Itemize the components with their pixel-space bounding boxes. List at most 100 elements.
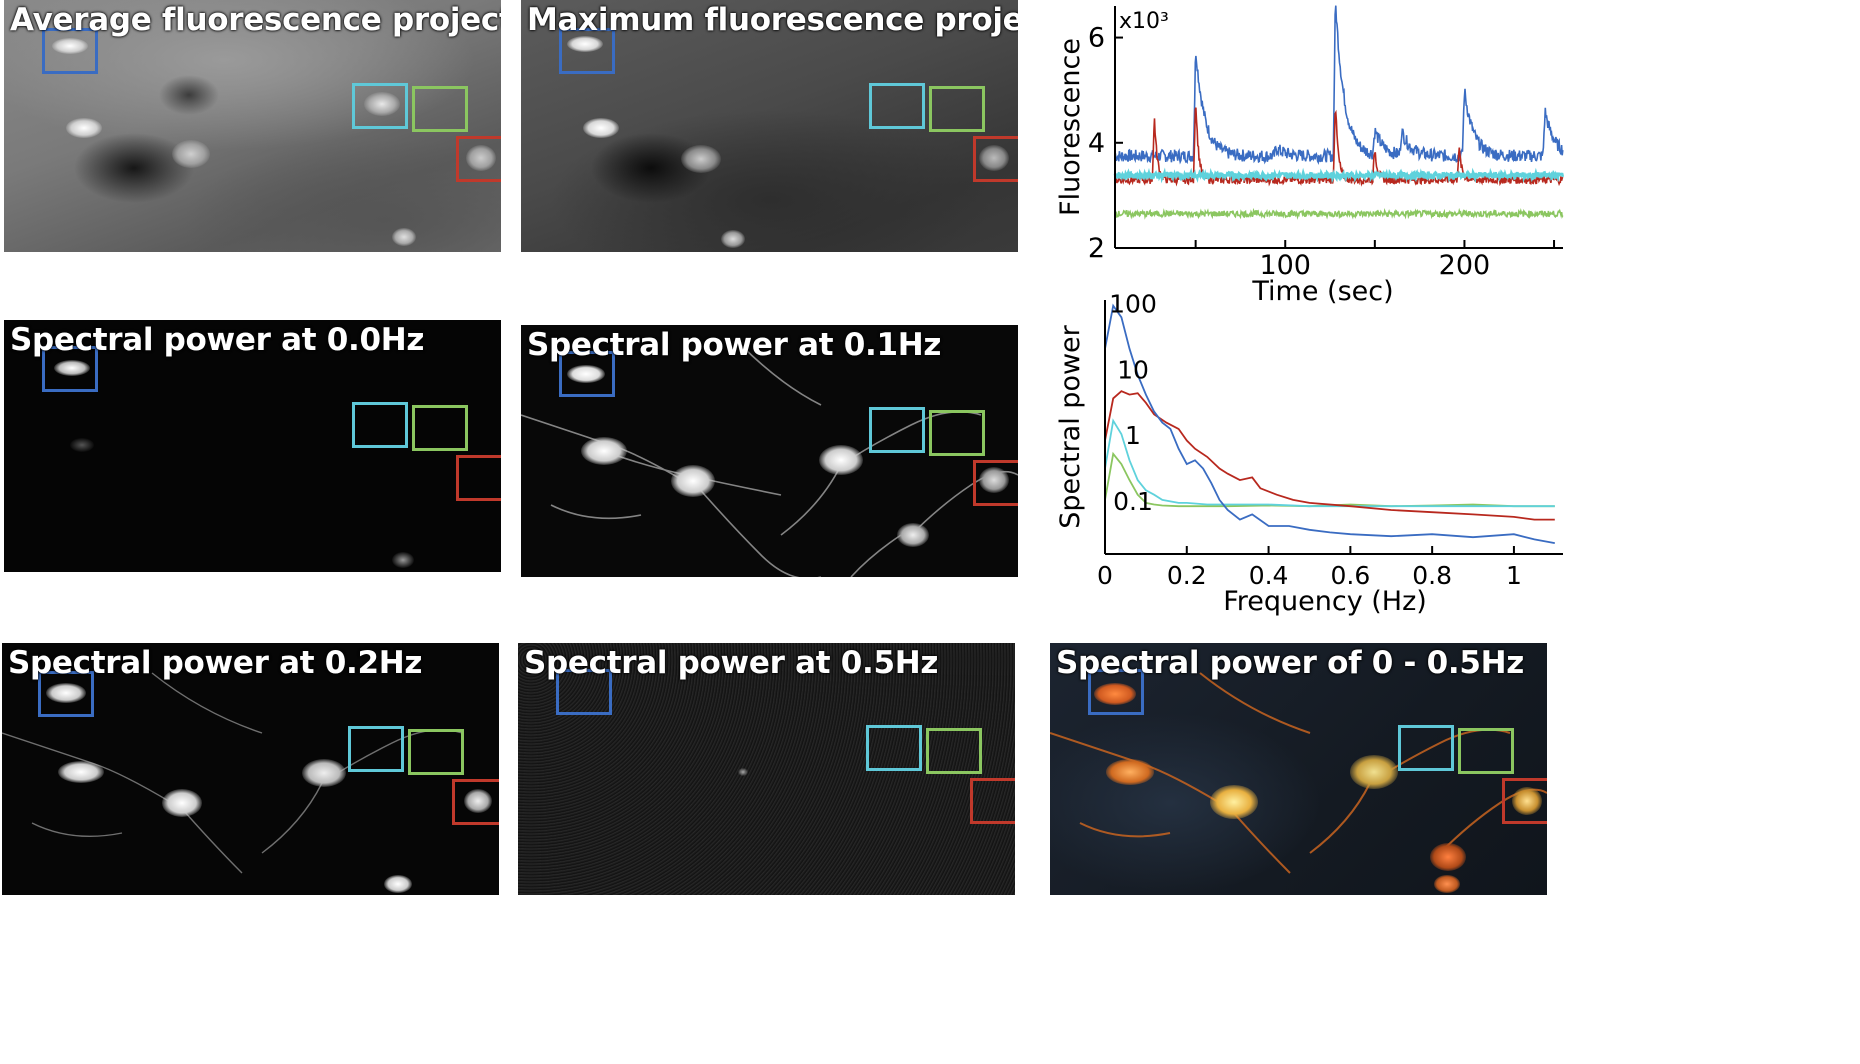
avg-projection-panel: Average fluorescence projection: [4, 0, 501, 252]
spectral-0-5hz-panel: Spectral power at 0.5Hz: [518, 643, 1015, 895]
x-axis-label: Time (sec): [1251, 276, 1393, 307]
roi-blue: [42, 346, 98, 392]
y-tick-label: 100: [1109, 292, 1157, 319]
panel-title: Spectral power at 0.2Hz: [8, 645, 423, 681]
roi-green: [1458, 728, 1514, 774]
cell-blob: [52, 38, 88, 54]
spectral-0-1hz-panel: Spectral power at 0.1Hz: [521, 325, 1018, 577]
x-tick-label: 100: [1259, 250, 1311, 281]
trace-blue: [1114, 5, 1564, 166]
panel-title: Maximum fluorescence projection: [527, 2, 1018, 38]
roi-green: [408, 729, 464, 775]
cell-blob: [721, 230, 745, 248]
spectral-0-2hz-panel: Spectral power at 0.2Hz: [2, 643, 499, 895]
max-projection-panel: Maximum fluorescence projection: [521, 0, 1018, 252]
x-tick-label: 0.2: [1167, 561, 1207, 590]
roi-cyan: [869, 83, 925, 129]
cell-blob: [384, 875, 412, 893]
panel-title: Spectral power at 0.0Hz: [10, 322, 425, 358]
cell-blob: [1512, 787, 1542, 815]
cell-blob: [583, 118, 619, 138]
y-tick-label: 2: [1088, 233, 1105, 264]
cell-blob: [1434, 875, 1460, 893]
cell-blob: [738, 768, 748, 776]
roi-cyan: [352, 402, 408, 448]
spectrum-cyan: [1104, 418, 1555, 508]
y-axis-label: Spectral power: [1055, 324, 1086, 528]
spectral-0-0-5hz-panel: Spectral power of 0 - 0.5Hz: [1050, 643, 1547, 895]
cell-blob: [54, 360, 90, 376]
x-tick-label: 0: [1097, 561, 1113, 590]
roi-blue: [559, 351, 615, 397]
roi-red: [1502, 778, 1547, 824]
roi-red: [456, 136, 501, 182]
cell-blob: [1094, 683, 1136, 705]
cell-blob: [392, 228, 416, 246]
cell-blob: [162, 789, 202, 817]
x-axis-label: Frequency (Hz): [1223, 586, 1427, 617]
roi-blue: [42, 28, 98, 74]
cell-blob: [979, 467, 1009, 493]
cell-blob: [1106, 759, 1154, 785]
roi-green: [412, 86, 468, 132]
roi-blue: [556, 669, 612, 715]
cell-blob: [392, 552, 414, 568]
y-tick-label: 1: [1125, 421, 1141, 450]
roi-green: [929, 410, 985, 456]
spectrum-green: [1104, 451, 1555, 508]
roi-red: [456, 455, 501, 501]
y-tick-label: 10: [1117, 355, 1149, 384]
roi-red: [970, 778, 1015, 824]
cell-blob: [819, 445, 863, 475]
roi-cyan: [866, 725, 922, 771]
y-tick-label: 6: [1088, 23, 1105, 54]
panel-title: Spectral power at 0.5Hz: [524, 645, 939, 681]
cell-blob: [58, 761, 104, 783]
roi-cyan: [1398, 725, 1454, 771]
y-multiplier: x10³: [1119, 9, 1169, 34]
y-tick-label: 0.1: [1113, 487, 1153, 516]
panel-title: Spectral power of 0 - 0.5Hz: [1056, 645, 1524, 681]
cell-blob: [172, 140, 210, 168]
cell-blob: [1350, 755, 1398, 789]
cell-blob: [897, 523, 929, 547]
roi-cyan: [869, 407, 925, 453]
cell-blob: [464, 789, 492, 813]
cell-blob: [581, 437, 627, 465]
cell-blob: [567, 365, 605, 383]
x-tick-label: 0.8: [1412, 561, 1452, 590]
cell-blob: [466, 145, 496, 171]
x-tick-label: 0.4: [1249, 561, 1289, 590]
panel-title: Spectral power at 0.1Hz: [527, 327, 942, 363]
panel-title: Average fluorescence projection: [10, 2, 501, 38]
cell-blob: [66, 118, 102, 138]
fluorescence-trace-chart: 2 4 6 100 200 x10³ Time (sec) Fluorescence: [1055, 5, 1565, 307]
roi-green: [412, 405, 468, 451]
roi-red: [973, 136, 1018, 182]
roi-blue: [1088, 669, 1144, 715]
cell-blob: [364, 92, 400, 116]
spectrum-blue: [1104, 303, 1555, 544]
spectrum-red: [1104, 390, 1555, 521]
roi-blue: [38, 671, 94, 717]
cell-blob: [46, 683, 86, 703]
cell-blob: [70, 438, 94, 452]
cell-blob: [681, 145, 721, 173]
cell-blob: [1210, 785, 1258, 819]
roi-blue: [559, 28, 615, 74]
x-tick-label: 1: [1506, 561, 1522, 590]
cell-blob: [302, 759, 346, 787]
x-tick-label: 200: [1439, 250, 1491, 281]
roi-cyan: [352, 83, 408, 129]
trace-green: [1114, 207, 1564, 220]
x-tick-label: 0.6: [1330, 561, 1370, 590]
spectral-power-chart: 0.1 1 10 100 0 0.2 0.4 0.6 0.8 1 Frequency (Hz) Spe…: [1055, 292, 1563, 617]
roi-red: [973, 460, 1018, 506]
roi-green: [929, 86, 985, 132]
trace-cyan: [1113, 167, 1565, 184]
cell-blob: [671, 465, 715, 497]
roi-green: [926, 728, 982, 774]
roi-cyan: [348, 726, 404, 772]
y-tick-label: 4: [1088, 128, 1105, 159]
y-axis-label: Fluorescence: [1055, 38, 1086, 216]
